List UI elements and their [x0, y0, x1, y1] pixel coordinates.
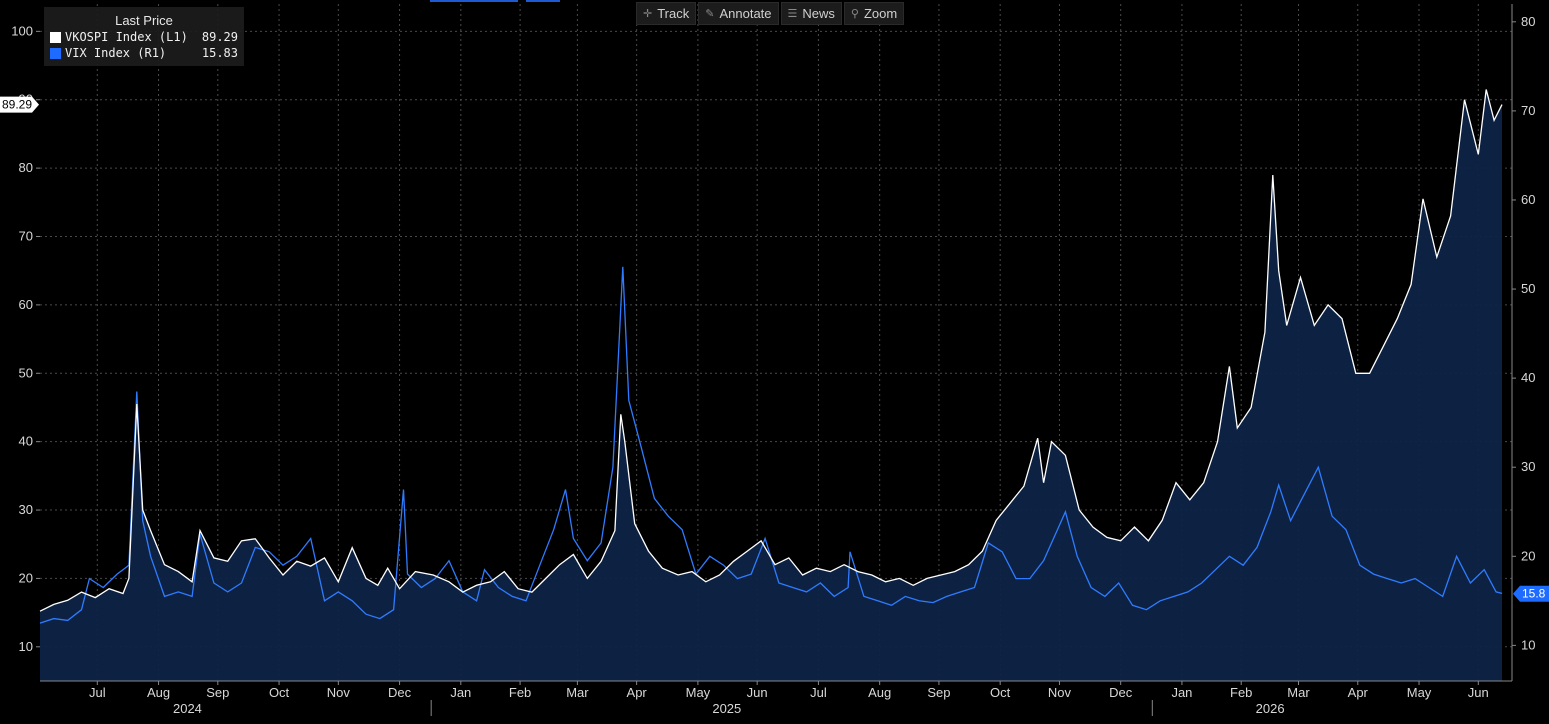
month-label: Mar [1287, 685, 1310, 700]
legend-title: Last Price [115, 13, 173, 28]
month-label: Dec [388, 685, 412, 700]
crosshair-icon: ✛ [643, 8, 653, 20]
news-icon: ☰ [787, 8, 798, 20]
left-tick-label: 20 [19, 570, 33, 585]
vkospi-line [39, 89, 1503, 612]
month-label: May [1407, 685, 1432, 700]
month-label: Sep [206, 685, 229, 700]
month-label: Feb [1230, 685, 1252, 700]
month-label: Aug [868, 685, 891, 700]
right-tick-label: 80 [1521, 14, 1535, 29]
month-label: Jan [450, 685, 471, 700]
legend-series-value: 15.83 [201, 46, 238, 60]
month-label: Mar [566, 685, 589, 700]
track-button[interactable]: ✛ Track [636, 2, 697, 25]
vix-line [39, 266, 1503, 624]
legend-series-name: VIX Index (R1) [65, 46, 167, 60]
month-label: Jan [1171, 685, 1192, 700]
right-tick-label: 40 [1521, 370, 1535, 385]
annotate-label: Annotate [719, 6, 772, 21]
year-label: 2026 [1256, 701, 1285, 716]
month-label: Jul [810, 685, 827, 700]
chart-toolbar: ✛ Track ✎ Annotate ☰ News ⚲ Zoom [636, 2, 905, 25]
month-label: Nov [327, 685, 351, 700]
legend-series-name: VKOSPI Index (L1) [65, 30, 188, 44]
top-accent-bar [430, 0, 518, 2]
month-label: Nov [1048, 685, 1072, 700]
left-tick-label: 60 [19, 297, 33, 312]
month-label: Oct [990, 685, 1011, 700]
right-tick-label: 60 [1521, 192, 1535, 207]
left-last-value-label: 89.29 [2, 98, 32, 112]
legend-swatch-vix [50, 47, 61, 59]
zoom-button[interactable]: ⚲ Zoom [843, 2, 905, 25]
right-tick-label: 30 [1521, 459, 1535, 474]
month-label: Feb [509, 685, 531, 700]
area-fill [40, 89, 1502, 681]
series-lines [39, 89, 1503, 624]
chart-legend[interactable]: Last Price VKOSPI Index (L1) 89.29 VIX I… [44, 7, 244, 66]
left-tick-label: 10 [19, 639, 33, 654]
right-tick-label: 10 [1521, 637, 1535, 652]
legend-series-value: 89.29 [201, 30, 238, 44]
month-label: Jun [747, 685, 768, 700]
month-label: Jul [89, 685, 106, 700]
news-button[interactable]: ☰ News [780, 2, 842, 25]
left-tick-label: 30 [19, 502, 33, 517]
right-last-value-tag [1513, 585, 1549, 602]
magnifier-icon: ⚲ [850, 8, 859, 20]
pencil-icon: ✎ [705, 8, 715, 20]
left-tick-label: 70 [19, 229, 33, 244]
top-accent-bar [526, 0, 560, 2]
month-label: Apr [627, 685, 648, 700]
year-label: 2024 [173, 701, 202, 716]
month-label: Apr [1348, 685, 1369, 700]
news-label: News [802, 6, 835, 21]
vkospi-area [40, 89, 1502, 681]
left-tick-label: 40 [19, 434, 33, 449]
year-label: 2025 [712, 701, 741, 716]
month-label: May [686, 685, 711, 700]
legend-entry-vix[interactable]: VIX Index (R1) 15.83 [50, 45, 238, 61]
month-label: Aug [147, 685, 170, 700]
annotate-button[interactable]: ✎ Annotate [698, 2, 779, 25]
track-label: Track [657, 6, 690, 21]
month-label: Oct [269, 685, 290, 700]
right-tick-label: 70 [1521, 103, 1535, 118]
legend-entry-vkospi[interactable]: VKOSPI Index (L1) 89.29 [50, 29, 238, 45]
left-tick-label: 50 [19, 365, 33, 380]
legend-swatch-vkospi [50, 31, 61, 43]
month-label: Dec [1109, 685, 1133, 700]
chart-axes: 1020304050607080901001020304050607080Jul… [0, 4, 1549, 716]
right-last-value-label: 15.8 [1522, 587, 1546, 601]
left-tick-label: 100 [11, 23, 33, 38]
right-tick-label: 50 [1521, 281, 1535, 296]
left-tick-label: 80 [19, 160, 33, 175]
month-label: Sep [927, 685, 950, 700]
right-tick-label: 20 [1521, 548, 1535, 563]
month-label: Jun [1468, 685, 1489, 700]
left-last-value-tag [0, 96, 39, 113]
zoom-label: Zoom [863, 6, 898, 21]
